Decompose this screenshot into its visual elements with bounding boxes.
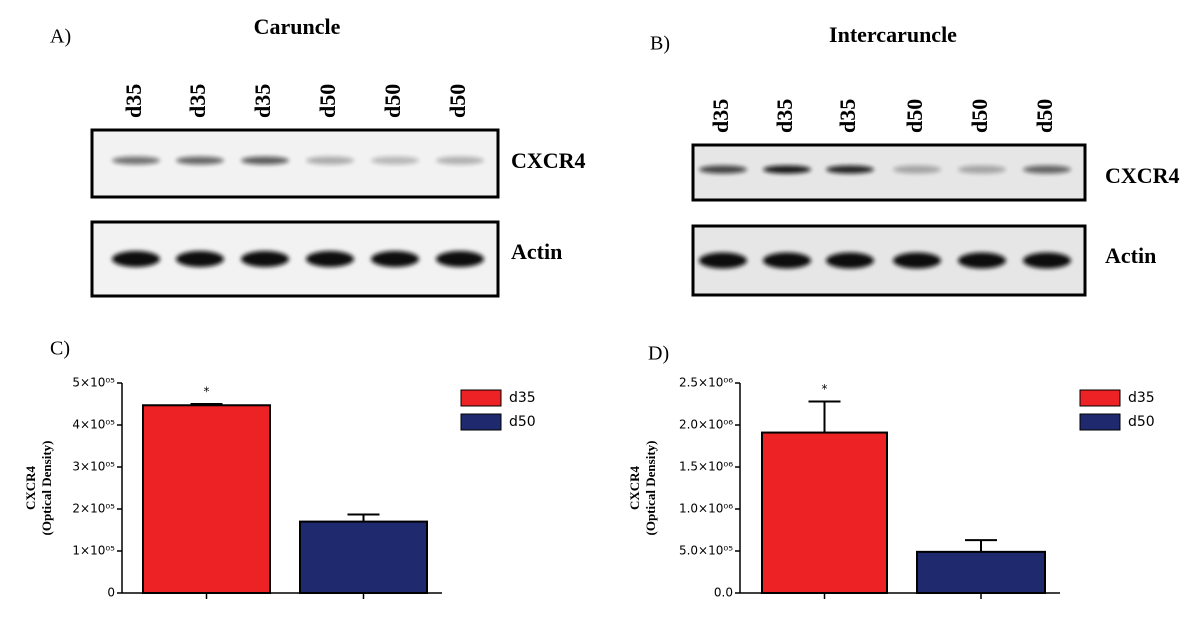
y-tick-label: 3×10⁰⁵	[72, 460, 115, 474]
y-tick-label: 1×10⁰⁵	[72, 544, 115, 558]
panel-label: B)	[650, 33, 670, 55]
blot-band	[241, 156, 289, 165]
legend-swatch	[460, 413, 502, 431]
legend-swatch	[1079, 389, 1121, 407]
blot-band	[1023, 252, 1071, 269]
blot-band	[112, 251, 160, 267]
y-axis-label: (Optical Density)	[643, 441, 658, 536]
panel-label: A)	[50, 26, 71, 48]
lane-label: d50	[1032, 99, 1057, 133]
legend-label: d50	[509, 414, 536, 430]
lane-label: d35	[250, 84, 275, 118]
lane-label: d50	[315, 84, 340, 118]
blot-band	[893, 252, 941, 269]
panel-label: D)	[648, 343, 669, 365]
error-bar	[808, 400, 841, 433]
legend-label: d35	[509, 390, 536, 406]
y-tick-label: 5×10⁰⁵	[72, 376, 115, 390]
blot-band	[371, 251, 419, 267]
y-axis-label: CXCR4	[23, 465, 38, 510]
blot-band	[763, 165, 811, 174]
panel-label: C)	[50, 338, 70, 360]
bar	[299, 520, 428, 594]
blot-band	[826, 252, 874, 269]
significance: *	[204, 385, 210, 399]
lane-label: d35	[835, 99, 860, 133]
lane-label: d35	[121, 84, 146, 118]
blot-title: Caruncle	[254, 14, 341, 39]
blot-band	[763, 252, 811, 269]
lane-label: d50	[967, 99, 992, 133]
y-tick-label: 2.0×10⁰⁶	[679, 418, 733, 432]
blot-band	[826, 165, 874, 174]
lane-label: d35	[185, 84, 210, 118]
blot-band	[436, 251, 484, 267]
blot-band	[436, 156, 484, 165]
error-bar	[347, 513, 380, 522]
bar	[142, 404, 271, 595]
y-axis-label: (Optical Density)	[39, 441, 54, 536]
legend-swatch	[1079, 413, 1121, 431]
lane-label: d50	[902, 99, 927, 133]
row-label: Actin	[511, 239, 562, 264]
blot-band	[306, 156, 354, 165]
legend-label: d50	[1128, 414, 1155, 430]
legend-swatch	[460, 389, 502, 407]
blot-band	[176, 156, 224, 165]
y-tick-label: 0	[107, 586, 115, 600]
y-tick-label: 5.0×10⁰⁵	[679, 544, 733, 558]
error-bar	[190, 403, 223, 406]
blot-membrane	[90, 128, 500, 199]
blot-band	[306, 251, 354, 267]
bar	[916, 550, 1046, 595]
blot-band	[176, 251, 224, 267]
blot-band	[1023, 165, 1071, 174]
blot-band	[699, 165, 747, 174]
blot-band	[893, 165, 941, 174]
y-tick-label: 1.5×10⁰⁶	[679, 460, 733, 474]
significance: *	[822, 382, 828, 396]
blot-band	[958, 165, 1006, 174]
blot-membrane	[691, 224, 1087, 297]
blot-band	[958, 252, 1006, 269]
row-label: CXCR4	[1105, 163, 1180, 188]
y-tick-label: 0.0	[714, 586, 733, 600]
y-tick-label: 2×10⁰⁵	[72, 502, 115, 516]
y-axis-label: CXCR4	[627, 465, 642, 510]
error-bar	[965, 539, 997, 552]
lane-label: d50	[445, 84, 470, 118]
blot-band	[371, 156, 419, 165]
row-label: Actin	[1105, 243, 1156, 268]
y-tick-label: 1.0×10⁰⁶	[679, 502, 733, 516]
blot-band	[699, 252, 747, 269]
row-label: CXCR4	[511, 148, 586, 173]
lane-label: d50	[380, 84, 405, 118]
blot-band	[241, 251, 289, 267]
bar	[761, 431, 888, 594]
y-tick-label: 4×10⁰⁵	[72, 418, 115, 432]
blot-band	[112, 156, 160, 165]
blot-title: Intercaruncle	[829, 22, 957, 47]
lane-label: d35	[708, 99, 733, 133]
y-tick-label: 2.5×10⁰⁶	[679, 376, 733, 390]
lane-label: d35	[772, 99, 797, 133]
legend-label: d35	[1128, 390, 1155, 406]
blot-membrane	[691, 143, 1087, 202]
